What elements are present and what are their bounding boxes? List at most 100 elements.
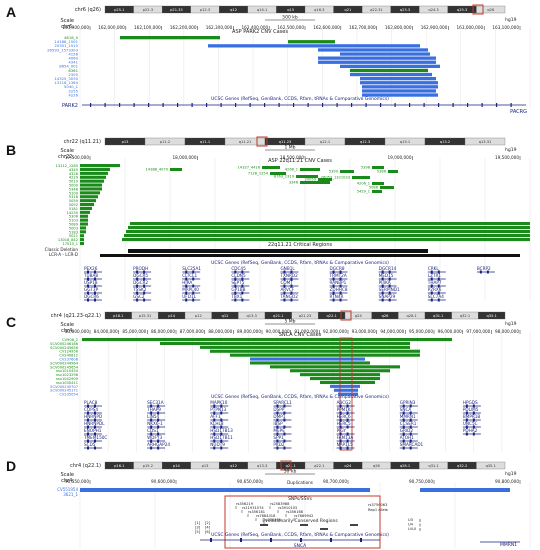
ruler-position: 85,000,000 xyxy=(122,329,146,334)
gene-exon xyxy=(87,432,89,436)
ideogram-band-label: q22.31 xyxy=(370,8,383,12)
gene-label: MMRN1 xyxy=(500,542,517,548)
gene-exon xyxy=(402,411,405,415)
gene-exon xyxy=(87,425,89,429)
gene-exon xyxy=(143,284,146,288)
gene-exon xyxy=(402,404,405,408)
right-region-label: U4-II xyxy=(408,527,416,531)
gene-label: HSD17B11 xyxy=(210,435,233,440)
conserved-region-label: [1] xyxy=(195,521,201,525)
cnv-bar xyxy=(210,349,420,353)
gene-exon xyxy=(220,439,223,443)
cnv-row-label: SCV000246186 xyxy=(50,342,79,346)
gene-exon xyxy=(249,103,251,107)
gene-label: PPM1K xyxy=(337,407,351,412)
gene-exon xyxy=(283,411,286,415)
ruler-position: 162,800,000 xyxy=(385,25,412,30)
ideogram-band-label: q32.2 xyxy=(457,464,467,468)
right-region-label: U3 xyxy=(408,518,413,522)
gene-label: KLHL8 xyxy=(210,421,224,426)
cnv-bar xyxy=(372,190,382,193)
gene-label: PIGY xyxy=(337,428,347,433)
gene-exon xyxy=(290,291,293,295)
gene-exon xyxy=(409,446,412,450)
gene-exon xyxy=(220,446,223,450)
gene-exon xyxy=(465,432,468,436)
gene-exon xyxy=(465,425,468,429)
cnv-row-label: 20301_1510 xyxy=(54,43,78,48)
snp-label: rs11931074 xyxy=(242,506,264,510)
cnv-bar xyxy=(300,168,320,171)
gene-exon xyxy=(465,404,468,408)
gene-exon xyxy=(90,103,92,107)
ideogram-band xyxy=(478,311,506,320)
cnv-inline-label: 5429_1 xyxy=(357,190,370,194)
ruler-position: 163,000,000 xyxy=(457,25,484,30)
cnv-bar xyxy=(200,345,410,349)
cnv-bar xyxy=(270,365,400,369)
gene-exon xyxy=(437,291,440,295)
ruler-position: 90,800,000 xyxy=(495,479,519,484)
gene-exon xyxy=(213,432,216,436)
gene-exon xyxy=(234,291,237,295)
conserved-title: Evolutionarily Conserved Regions xyxy=(262,518,338,524)
cnv-row-label: CV906_2 xyxy=(62,338,78,342)
scale-text: 500 kb xyxy=(282,15,298,21)
gene-label: ABCG2 xyxy=(337,400,352,405)
ruler-position: 89,000,000 xyxy=(237,329,261,334)
cnv-row-label: nsv1042909 xyxy=(56,377,79,381)
cnv-inline-label: 4268_1 xyxy=(285,168,298,172)
ideogram-band-label: q13.3 xyxy=(247,314,257,318)
gene-exon xyxy=(402,418,405,422)
gene-exon xyxy=(332,298,335,302)
gene-label: PDLIM5 xyxy=(463,407,479,412)
cnv-bar xyxy=(80,203,94,207)
cnv-row-label: 14235 xyxy=(67,211,78,215)
snp-label: rs7684318 xyxy=(256,514,276,518)
ruler-position: 84,000,000 xyxy=(94,329,118,334)
gene-exon xyxy=(210,538,212,542)
gene-exon xyxy=(136,270,139,274)
ruler-position: 97,000,000 xyxy=(466,329,490,334)
gene-exon xyxy=(283,298,286,302)
gene-label: NAP1L5 xyxy=(337,442,354,447)
gene-exon xyxy=(150,411,153,415)
gene-label: PTPN13 xyxy=(210,407,226,412)
gene-exon xyxy=(94,277,96,281)
ideogram-band-label: q23.3 xyxy=(400,8,410,12)
gene-exon xyxy=(94,411,96,415)
ideogram-band-label: q32.1 xyxy=(460,314,470,318)
cnv-bar xyxy=(310,377,380,381)
gene-exon xyxy=(133,103,135,107)
gene-exon xyxy=(472,418,475,422)
cnv-bar xyxy=(380,186,394,189)
cnv-bar xyxy=(420,488,510,492)
cnv-long-bar xyxy=(126,230,530,234)
cnv-row-label: 5100 xyxy=(69,191,79,195)
cnv-bar xyxy=(350,68,428,73)
gene-label: ATOH1 xyxy=(400,435,415,440)
gene-exon xyxy=(409,439,412,443)
gene-exon xyxy=(339,270,342,274)
gene-label: DMP1 xyxy=(273,414,285,419)
conserved-region-label: [6] xyxy=(205,530,211,534)
gene-label: P2RX6 xyxy=(428,287,442,292)
gene-exon xyxy=(276,446,279,450)
gene-exon xyxy=(157,418,160,422)
ideogram-chrom-label: chr4 (q22.1) xyxy=(70,463,101,469)
gene-exon xyxy=(213,418,216,422)
gene-label: MRPL40 xyxy=(182,287,199,292)
gene-exon xyxy=(388,291,391,295)
ruler-position: 94,000,000 xyxy=(380,329,404,334)
gene-label: DGCR8 xyxy=(330,266,345,271)
cnv-row-label: 2255 xyxy=(68,88,78,93)
gene-label: IBSP xyxy=(273,421,283,426)
gene-exon xyxy=(150,439,153,443)
ruler-position: 161,900,000 xyxy=(62,25,89,30)
cnv-bar xyxy=(230,353,420,357)
gene-exon xyxy=(213,411,216,415)
gene-exon xyxy=(381,284,384,288)
gene-exon xyxy=(465,418,468,422)
cnv-row-label: 6361 xyxy=(68,68,78,73)
scale-label: Scale xyxy=(61,322,74,328)
